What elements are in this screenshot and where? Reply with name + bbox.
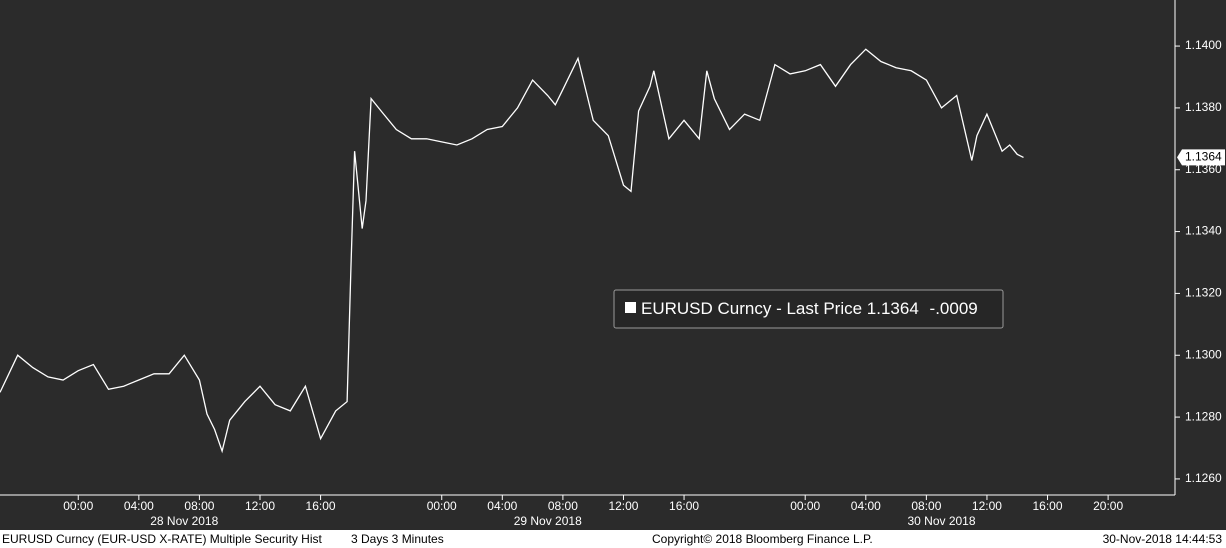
x-tick-label: 00:00 [63, 499, 93, 513]
x-tick-label: 12:00 [608, 499, 638, 513]
y-tick-label: 1.1260 [1185, 471, 1222, 485]
x-tick-label: 16:00 [306, 499, 336, 513]
x-tick-label: 12:00 [245, 499, 275, 513]
x-tick-label: 16:00 [1033, 499, 1063, 513]
legend-box [613, 289, 1004, 329]
x-date-label: 28 Nov 2018 [150, 514, 218, 528]
y-tick-label: 1.1400 [1185, 38, 1222, 52]
x-tick-label: 08:00 [911, 499, 941, 513]
x-tick-label: 00:00 [427, 499, 457, 513]
x-tick-label: 04:00 [124, 499, 154, 513]
price-line [0, 48, 1024, 454]
footer-copyright: Copyright© 2018 Bloomberg Finance L.P. [652, 532, 873, 546]
x-tick-label: 04:00 [851, 499, 881, 513]
last-price-marker [1177, 149, 1225, 166]
legend-swatch [625, 302, 636, 313]
x-tick-label: 08:00 [184, 499, 214, 513]
legend-text: EURUSD Curncy - Last Price 1.1364 -.0009 [641, 299, 978, 318]
legend-series: EURUSD Curncy - Last Price [641, 299, 862, 318]
y-tick-label: 1.1280 [1185, 409, 1222, 423]
legend-change: -.0009 [930, 299, 978, 318]
y-tick-label: 1.1380 [1185, 100, 1222, 114]
x-tick-label: 20:00 [1093, 499, 1123, 513]
x-tick-label: 04:00 [487, 499, 517, 513]
y-tick-label: 1.1300 [1185, 347, 1222, 361]
footer-period: 3 Days 3 Minutes [351, 532, 444, 546]
legend-last: 1.1364 [867, 299, 919, 318]
y-tick-label: 1.1360 [1185, 162, 1222, 176]
x-date-label: 29 Nov 2018 [514, 514, 582, 528]
x-tick-label: 16:00 [669, 499, 699, 513]
x-date-label: 30 Nov 2018 [907, 514, 975, 528]
y-tick-label: 1.1340 [1185, 224, 1222, 238]
footer-security: EURUSD Curncy (EUR-USD X-RATE) Multiple … [2, 532, 322, 546]
x-tick-label: 12:00 [972, 499, 1002, 513]
last-price-label: 1.1364 [1185, 150, 1222, 164]
x-tick-label: 08:00 [548, 499, 578, 513]
footer: EURUSD Curncy (EUR-USD X-RATE) Multiple … [0, 530, 1226, 548]
footer-bg [0, 530, 1226, 548]
y-tick-label: 1.1320 [1185, 286, 1222, 300]
footer-timestamp: 30-Nov-2018 14:44:53 [1103, 532, 1223, 546]
x-tick-label: 00:00 [790, 499, 820, 513]
legend: EURUSD Curncy - Last Price 1.1364 -.0009 [613, 289, 1004, 329]
